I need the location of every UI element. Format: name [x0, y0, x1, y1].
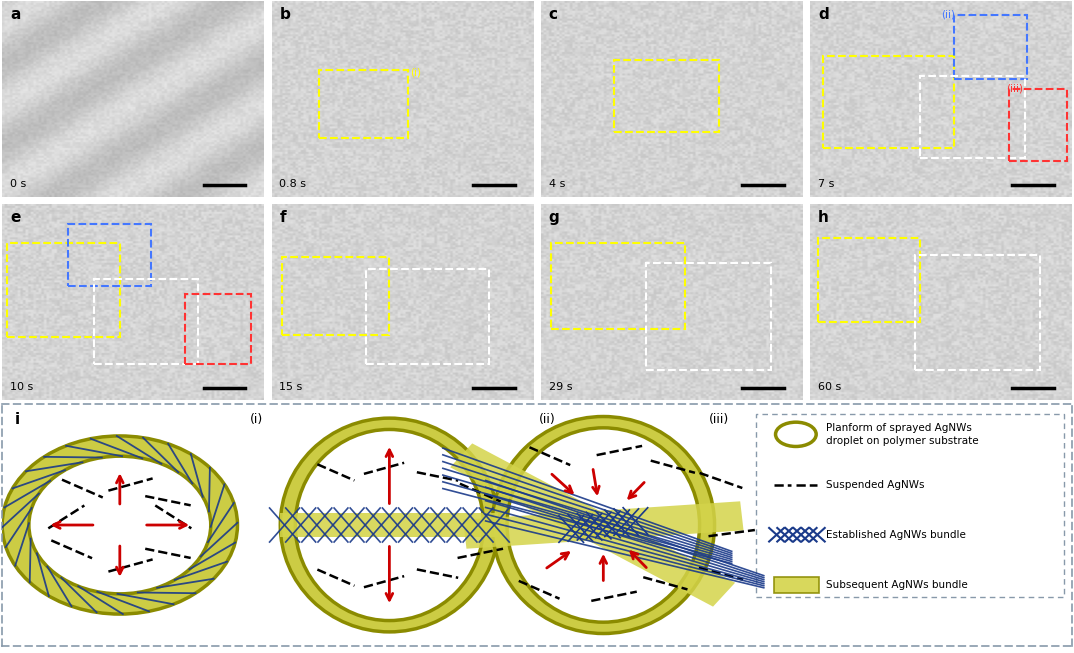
Text: a: a: [10, 7, 20, 22]
Ellipse shape: [280, 418, 498, 632]
Bar: [824, 56, 954, 148]
Bar: [185, 295, 250, 364]
Text: 10 s: 10 s: [10, 382, 33, 392]
Bar: [282, 257, 389, 335]
Bar: [954, 15, 1028, 80]
Text: i: i: [15, 411, 20, 426]
Text: e: e: [10, 210, 20, 225]
Text: d: d: [818, 7, 829, 22]
Text: Subsequent AgNWs bundle: Subsequent AgNWs bundle: [826, 580, 968, 590]
Text: Established AgNWs bundle: Established AgNWs bundle: [826, 530, 966, 540]
Text: (i): (i): [250, 413, 263, 426]
Bar: [756, 414, 1064, 597]
Bar: [280, 513, 498, 537]
Text: 60 s: 60 s: [818, 382, 841, 392]
Bar: [614, 60, 719, 132]
Text: 7 s: 7 s: [818, 179, 834, 189]
Text: Suspended AgNWs: Suspended AgNWs: [826, 479, 925, 490]
Ellipse shape: [2, 436, 237, 614]
Text: (i): (i): [410, 68, 421, 78]
Text: h: h: [818, 210, 829, 225]
Bar: [8, 244, 120, 337]
Text: c: c: [549, 7, 557, 22]
Bar: [68, 224, 151, 287]
Text: (ii): (ii): [941, 9, 955, 19]
Polygon shape: [450, 443, 735, 607]
Text: 0.8 s: 0.8 s: [279, 179, 306, 189]
Ellipse shape: [29, 456, 211, 594]
Bar: [774, 577, 819, 593]
Text: b: b: [279, 7, 290, 22]
Bar: [1010, 89, 1066, 161]
Text: 0 s: 0 s: [10, 179, 26, 189]
Bar: [915, 255, 1041, 370]
Text: f: f: [279, 210, 286, 225]
Ellipse shape: [295, 430, 483, 620]
Text: 4 s: 4 s: [549, 179, 565, 189]
Text: (iii): (iii): [1006, 84, 1024, 93]
Polygon shape: [463, 502, 743, 549]
Ellipse shape: [507, 428, 699, 622]
Text: (ii): (ii): [539, 413, 556, 426]
Text: Planform of sprayed AgNWs
droplet on polymer substrate: Planform of sprayed AgNWs droplet on pol…: [826, 422, 978, 446]
Bar: [551, 244, 685, 329]
Bar: [319, 70, 407, 138]
Bar: [818, 238, 920, 321]
Bar: [365, 269, 489, 364]
Text: g: g: [549, 210, 560, 225]
Text: 29 s: 29 s: [549, 382, 572, 392]
Bar: [645, 263, 771, 370]
Bar: [920, 76, 1025, 157]
Text: (iii): (iii): [709, 413, 729, 426]
Ellipse shape: [775, 422, 816, 447]
Ellipse shape: [492, 417, 714, 633]
Text: 15 s: 15 s: [279, 382, 303, 392]
Bar: [93, 279, 199, 364]
